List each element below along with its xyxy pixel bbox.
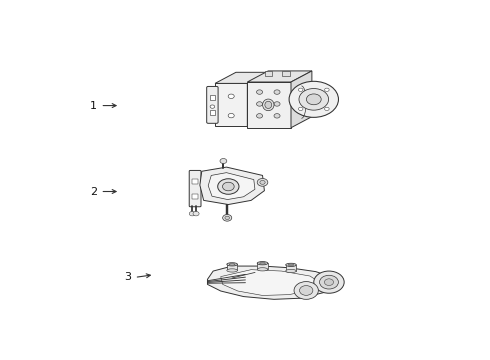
Polygon shape xyxy=(200,167,265,204)
Ellipse shape xyxy=(286,269,296,273)
Circle shape xyxy=(210,105,215,108)
Bar xyxy=(265,72,272,76)
Text: 3: 3 xyxy=(124,273,131,283)
Bar xyxy=(192,194,198,199)
Circle shape xyxy=(298,107,303,111)
Polygon shape xyxy=(257,263,268,269)
Ellipse shape xyxy=(257,262,268,265)
FancyBboxPatch shape xyxy=(207,86,218,123)
Circle shape xyxy=(257,114,263,118)
Polygon shape xyxy=(220,270,319,296)
Text: 1: 1 xyxy=(90,100,97,111)
Circle shape xyxy=(298,88,303,91)
Circle shape xyxy=(324,279,334,285)
Circle shape xyxy=(220,158,227,163)
Circle shape xyxy=(289,81,339,117)
Circle shape xyxy=(314,271,344,293)
Circle shape xyxy=(324,88,329,91)
FancyBboxPatch shape xyxy=(189,170,201,207)
Circle shape xyxy=(294,282,318,299)
Ellipse shape xyxy=(263,99,274,111)
Ellipse shape xyxy=(286,263,296,266)
Circle shape xyxy=(299,89,329,110)
Circle shape xyxy=(274,114,280,118)
Bar xyxy=(192,179,198,184)
Circle shape xyxy=(299,285,313,295)
Circle shape xyxy=(260,180,265,184)
Polygon shape xyxy=(208,173,255,199)
Circle shape xyxy=(189,211,196,216)
Ellipse shape xyxy=(288,264,294,266)
Bar xyxy=(210,109,215,114)
Bar xyxy=(210,95,215,100)
Bar xyxy=(215,84,247,126)
Circle shape xyxy=(257,90,263,94)
Bar xyxy=(247,82,291,128)
Polygon shape xyxy=(227,264,238,270)
Circle shape xyxy=(257,102,263,106)
Ellipse shape xyxy=(257,268,268,271)
Bar xyxy=(282,72,290,76)
Circle shape xyxy=(225,216,229,220)
Text: 2: 2 xyxy=(90,186,97,197)
Polygon shape xyxy=(291,71,312,128)
Circle shape xyxy=(274,102,280,106)
Ellipse shape xyxy=(265,101,272,108)
Circle shape xyxy=(274,90,280,94)
Polygon shape xyxy=(215,72,268,84)
Circle shape xyxy=(228,113,234,118)
Circle shape xyxy=(193,211,199,216)
Circle shape xyxy=(324,107,329,111)
Ellipse shape xyxy=(227,269,238,272)
Circle shape xyxy=(222,215,232,221)
Circle shape xyxy=(228,94,234,99)
Circle shape xyxy=(257,179,268,186)
Polygon shape xyxy=(286,265,296,271)
Circle shape xyxy=(306,94,321,105)
Ellipse shape xyxy=(260,262,266,264)
Circle shape xyxy=(222,182,234,191)
Circle shape xyxy=(319,275,339,289)
Polygon shape xyxy=(247,72,268,126)
Ellipse shape xyxy=(227,263,238,266)
Ellipse shape xyxy=(229,264,235,265)
Circle shape xyxy=(218,179,239,194)
Polygon shape xyxy=(247,71,312,82)
Polygon shape xyxy=(207,266,333,299)
